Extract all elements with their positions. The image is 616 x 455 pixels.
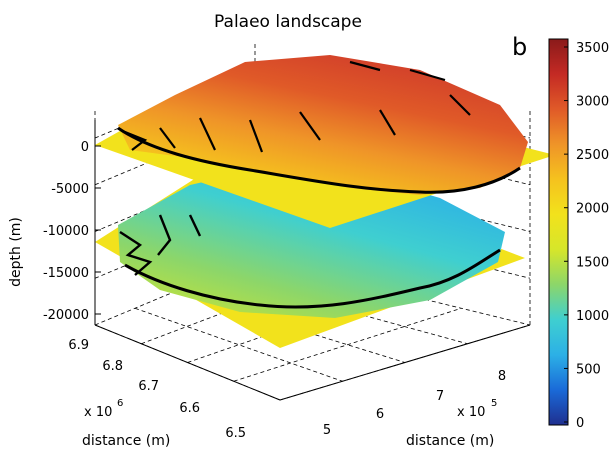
colorbar-tick-label: 1000: [576, 309, 609, 324]
x-tick-label: 6: [376, 407, 384, 422]
upper-terrain: [118, 55, 528, 195]
z-axis-ticks: 0 -5000 -10000 -15000 -20000: [43, 140, 101, 323]
x-axis-line: [279, 324, 531, 401]
lower-contour: [124, 248, 501, 309]
y-tick-label: 6.6: [179, 401, 200, 416]
colorbar-tick-label: 3000: [576, 95, 609, 110]
grid-line: [233, 307, 462, 382]
lower-surface: [95, 150, 525, 348]
colorbar-tick-label: 2500: [576, 148, 609, 163]
z-tick-label: 0: [81, 140, 89, 155]
y-tick-label: 6.5: [225, 426, 246, 441]
x-tick-label: 5: [323, 423, 331, 438]
y-tick-label: 6.7: [138, 379, 159, 394]
y-axis-exponent: 6: [117, 398, 123, 409]
y-axis-ticks: 6.9 6.8 6.7 6.6 6.5: [68, 338, 246, 441]
colorbar: 3500 3000 2500 2000 1500 1000 500 0: [548, 38, 609, 431]
x-axis-label: distance (m): [406, 433, 494, 449]
z-tick-label: -15000: [43, 266, 89, 281]
lower-channels: [119, 214, 202, 276]
x-tick-label: 7: [436, 389, 444, 404]
x-axis-multiplier: x 10: [457, 405, 485, 420]
y-axis-multiplier: x 10: [84, 405, 112, 420]
colorbar-ticks: 3500 3000 2500 2000 1500 1000 500 0: [564, 41, 609, 431]
z-tick-label: -20000: [43, 308, 89, 323]
colorbar-tick-label: 0: [576, 416, 584, 431]
z-axis-label: depth (m): [8, 217, 24, 287]
colorbar-tick-label: 2000: [576, 202, 609, 217]
lower-terrain: [118, 168, 505, 318]
x-axis-exponent: 5: [491, 398, 497, 409]
y-tick-label: 6.8: [102, 359, 123, 374]
axis-lines: [94, 120, 531, 401]
upper-channels: [124, 60, 471, 153]
upper-contour: [117, 126, 521, 194]
chart-title: Palaeo landscape: [214, 12, 362, 32]
upper-surface: [95, 55, 555, 228]
z-tick-label: -5000: [51, 182, 89, 197]
z-tick-label: -10000: [43, 224, 89, 239]
y-axis-line: [94, 324, 281, 401]
colorbar-tick-label: 3500: [576, 41, 609, 56]
colorbar-tick-label: 1500: [576, 255, 609, 270]
y-axis-label: distance (m): [82, 433, 170, 449]
x-axis-ticks: 5 6 7 8: [323, 369, 506, 438]
x-tick-label: 8: [498, 369, 506, 384]
colorbar-gradient: [548, 38, 569, 426]
colorbar-tick-label: 500: [576, 362, 601, 377]
grid-line: [134, 307, 343, 382]
y-tick-label: 6.9: [68, 338, 89, 353]
panel-label: b: [512, 33, 527, 61]
